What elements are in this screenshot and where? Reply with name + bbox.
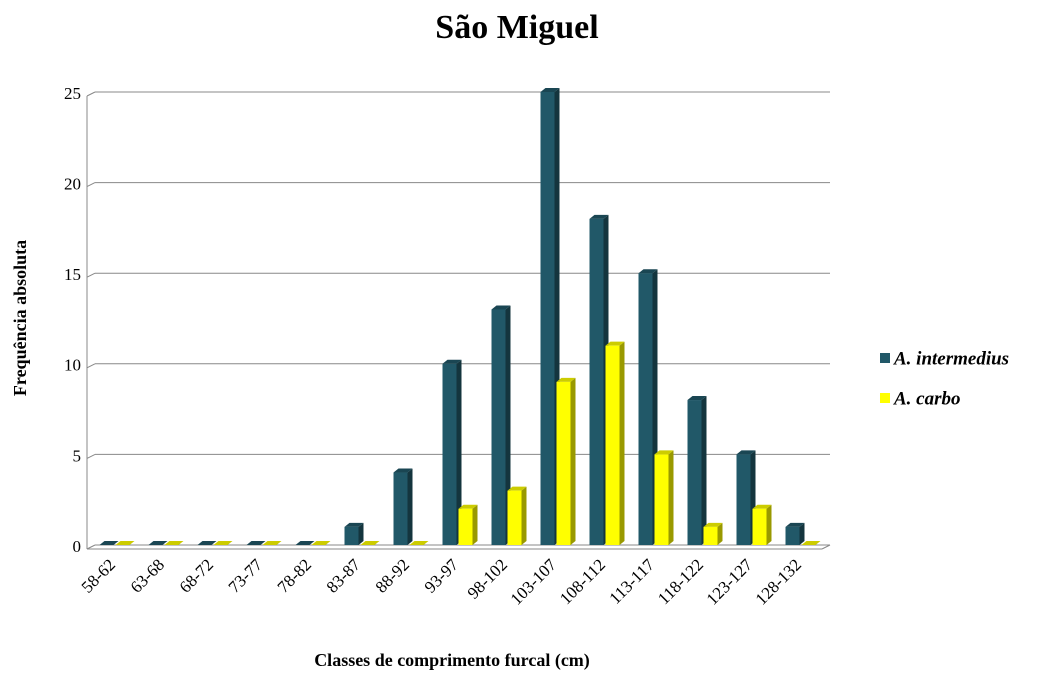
x-tick-label: 93-97 (421, 555, 463, 597)
bar-side (766, 504, 772, 545)
bar-top (458, 504, 478, 509)
x-tick-label: 128-132 (752, 555, 806, 609)
bar (736, 454, 751, 545)
bar-top (344, 522, 364, 527)
grid-wall (86, 544, 96, 550)
x-tick-label: 58-62 (78, 555, 119, 596)
bar (605, 345, 620, 545)
bar-side (799, 522, 805, 545)
bar-side (358, 522, 364, 545)
bar (589, 218, 604, 545)
x-tick-label: 98-102 (464, 555, 511, 602)
bar-top (115, 541, 135, 545)
bar-top (393, 468, 413, 473)
bar (703, 526, 718, 545)
bar (458, 508, 473, 545)
bar (785, 526, 800, 545)
y-tick-label: 20 (64, 175, 81, 194)
bar-top (638, 269, 658, 274)
bar (540, 92, 555, 545)
bar-side (701, 396, 707, 545)
bar (556, 381, 571, 545)
bar-top (360, 541, 380, 545)
y-tick-label: 0 (73, 537, 82, 556)
bar-top (540, 88, 560, 92)
x-tick-label: 118-122 (654, 555, 707, 608)
floor-back (821, 544, 831, 550)
y-tick-label: 15 (64, 265, 81, 284)
x-tick-label: 83-87 (323, 555, 365, 597)
bar-top (148, 541, 168, 545)
bar-side (505, 305, 511, 545)
grid-wall (86, 363, 96, 369)
bar-top (556, 377, 576, 382)
bar (654, 454, 669, 545)
bar-side (717, 522, 723, 545)
legend-label: A. intermedius (893, 348, 1009, 369)
bar-side (521, 486, 527, 545)
bar-side (472, 504, 478, 545)
bar-top (785, 522, 805, 527)
bar-side (407, 468, 413, 545)
bar-top (442, 359, 462, 364)
bar-side (668, 450, 674, 545)
bar-top (654, 450, 674, 455)
bar-top (801, 541, 821, 545)
bar-top (197, 541, 217, 545)
bar-top (752, 504, 772, 509)
x-tick-label: 123-127 (703, 555, 757, 609)
bar-top (605, 341, 625, 346)
bar (491, 309, 506, 545)
bar-top (213, 541, 233, 545)
bar-top (491, 305, 511, 310)
bar-top (507, 486, 527, 491)
grid-wall (86, 453, 96, 459)
legend-swatch (880, 353, 890, 363)
bar-side (619, 341, 625, 545)
x-tick-label: 108-112 (556, 555, 609, 608)
bar-top (589, 214, 609, 219)
bar-top (687, 396, 707, 401)
bar-top (311, 541, 331, 545)
bar (752, 508, 767, 545)
bar (442, 363, 457, 545)
x-tick-label: 68-72 (176, 555, 217, 596)
bar-top (409, 541, 429, 545)
x-tick-label: 63-68 (127, 555, 168, 596)
grid-wall (86, 272, 96, 278)
bar-top (246, 541, 266, 545)
bar-top (736, 450, 756, 455)
legend-swatch (880, 393, 890, 403)
bar (507, 490, 522, 545)
bar (344, 526, 359, 545)
legend-label: A. carbo (893, 388, 961, 409)
bar (393, 472, 408, 545)
x-tick-label: 88-92 (372, 555, 413, 596)
y-axis-label: Frequência absoluta (10, 240, 30, 396)
x-tick-label: 73-77 (225, 555, 267, 597)
bar-top (164, 541, 184, 545)
x-axis-label: Classes de comprimento furcal (cm) (314, 650, 590, 671)
y-tick-label: 5 (73, 446, 82, 465)
y-tick-label: 25 (64, 84, 81, 103)
grid-wall (86, 91, 96, 97)
grid-wall (86, 182, 96, 188)
x-tick-label: 113-117 (605, 555, 658, 608)
bar-top (295, 541, 315, 545)
bar-side (570, 377, 576, 545)
bar-top (99, 541, 119, 545)
x-tick-label: 78-82 (274, 555, 315, 596)
chart-title: São Miguel (435, 9, 598, 46)
bar (638, 273, 653, 545)
bar-top (703, 522, 723, 527)
bar-side (456, 359, 462, 545)
bar-top (262, 541, 282, 545)
y-tick-label: 10 (64, 356, 81, 375)
x-tick-label: 103-107 (507, 555, 561, 609)
bar (687, 400, 702, 545)
